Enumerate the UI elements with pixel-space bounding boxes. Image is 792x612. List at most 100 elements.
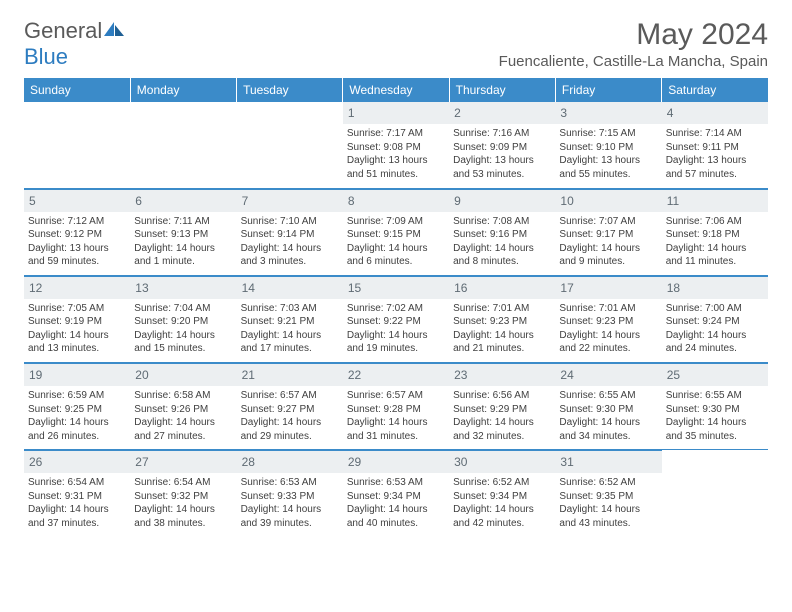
daylight-text: Daylight: 14 hours bbox=[28, 416, 126, 430]
sunrise-text: Sunrise: 7:01 AM bbox=[559, 302, 657, 316]
day-cell: 11Sunrise: 7:06 AMSunset: 9:18 PMDayligh… bbox=[662, 188, 768, 275]
daylight-text: Daylight: 14 hours bbox=[559, 329, 657, 343]
daylight-text: and 38 minutes. bbox=[134, 517, 232, 531]
day-cell: 28Sunrise: 6:53 AMSunset: 9:33 PMDayligh… bbox=[237, 450, 343, 537]
sunrise-text: Sunrise: 6:57 AM bbox=[241, 389, 339, 403]
dayname-wednesday: Wednesday bbox=[343, 78, 449, 102]
sunrise-text: Sunrise: 7:11 AM bbox=[134, 215, 232, 229]
sunrise-text: Sunrise: 7:06 AM bbox=[666, 215, 764, 229]
day-number: 26 bbox=[24, 450, 130, 473]
day-cell: 7Sunrise: 7:10 AMSunset: 9:14 PMDaylight… bbox=[237, 188, 343, 275]
day-number: 5 bbox=[24, 189, 130, 212]
day-number: 30 bbox=[449, 450, 555, 473]
sunset-text: Sunset: 9:34 PM bbox=[347, 490, 445, 504]
daylight-text: and 24 minutes. bbox=[666, 342, 764, 356]
daylight-text: and 19 minutes. bbox=[347, 342, 445, 356]
sunrise-text: Sunrise: 7:01 AM bbox=[453, 302, 551, 316]
day-number: 22 bbox=[343, 363, 449, 386]
sunrise-text: Sunrise: 7:07 AM bbox=[559, 215, 657, 229]
empty-cell bbox=[237, 102, 343, 188]
sunset-text: Sunset: 9:08 PM bbox=[347, 141, 445, 155]
daylight-text: Daylight: 14 hours bbox=[241, 416, 339, 430]
title-block: May 2024 Fuencaliente, Castille-La Manch… bbox=[499, 18, 768, 70]
sunrise-text: Sunrise: 7:08 AM bbox=[453, 215, 551, 229]
daylight-text: and 3 minutes. bbox=[241, 255, 339, 269]
day-cell: 12Sunrise: 7:05 AMSunset: 9:19 PMDayligh… bbox=[24, 275, 130, 362]
sunrise-text: Sunrise: 6:53 AM bbox=[241, 476, 339, 490]
daylight-text: and 8 minutes. bbox=[453, 255, 551, 269]
sunrise-text: Sunrise: 7:16 AM bbox=[453, 127, 551, 141]
sunrise-text: Sunrise: 6:57 AM bbox=[347, 389, 445, 403]
day-cell: 27Sunrise: 6:54 AMSunset: 9:32 PMDayligh… bbox=[130, 450, 236, 537]
day-cell: 15Sunrise: 7:02 AMSunset: 9:22 PMDayligh… bbox=[343, 275, 449, 362]
daylight-text: Daylight: 14 hours bbox=[347, 503, 445, 517]
day-cell: 18Sunrise: 7:00 AMSunset: 9:24 PMDayligh… bbox=[662, 275, 768, 362]
daylight-text: and 31 minutes. bbox=[347, 430, 445, 444]
day-number: 11 bbox=[662, 189, 768, 212]
location-text: Fuencaliente, Castille-La Mancha, Spain bbox=[499, 53, 768, 70]
daylight-text: Daylight: 13 hours bbox=[666, 154, 764, 168]
dayname-thursday: Thursday bbox=[449, 78, 555, 102]
day-cell: 13Sunrise: 7:04 AMSunset: 9:20 PMDayligh… bbox=[130, 275, 236, 362]
day-cell: 6Sunrise: 7:11 AMSunset: 9:13 PMDaylight… bbox=[130, 188, 236, 275]
sunset-text: Sunset: 9:31 PM bbox=[28, 490, 126, 504]
day-cell: 4Sunrise: 7:14 AMSunset: 9:11 PMDaylight… bbox=[662, 102, 768, 188]
daylight-text: and 11 minutes. bbox=[666, 255, 764, 269]
daylight-text: and 6 minutes. bbox=[347, 255, 445, 269]
daylight-text: and 35 minutes. bbox=[666, 430, 764, 444]
daylight-text: Daylight: 14 hours bbox=[241, 329, 339, 343]
day-number: 27 bbox=[130, 450, 236, 473]
day-cell: 30Sunrise: 6:52 AMSunset: 9:34 PMDayligh… bbox=[449, 450, 555, 537]
day-cell: 20Sunrise: 6:58 AMSunset: 9:26 PMDayligh… bbox=[130, 362, 236, 449]
daylight-text: and 42 minutes. bbox=[453, 517, 551, 531]
daylight-text: Daylight: 14 hours bbox=[241, 242, 339, 256]
daylight-text: and 15 minutes. bbox=[134, 342, 232, 356]
sunset-text: Sunset: 9:21 PM bbox=[241, 315, 339, 329]
sunset-text: Sunset: 9:23 PM bbox=[453, 315, 551, 329]
daylight-text: and 57 minutes. bbox=[666, 168, 764, 182]
day-cell: 8Sunrise: 7:09 AMSunset: 9:15 PMDaylight… bbox=[343, 188, 449, 275]
day-number: 1 bbox=[343, 102, 449, 124]
daylight-text: and 27 minutes. bbox=[134, 430, 232, 444]
day-number: 29 bbox=[343, 450, 449, 473]
sunset-text: Sunset: 9:18 PM bbox=[666, 228, 764, 242]
sail-icon bbox=[102, 18, 126, 36]
sunrise-text: Sunrise: 6:52 AM bbox=[453, 476, 551, 490]
dayname-sunday: Sunday bbox=[24, 78, 130, 102]
daylight-text: Daylight: 14 hours bbox=[453, 503, 551, 517]
day-number: 9 bbox=[449, 189, 555, 212]
day-cell: 31Sunrise: 6:52 AMSunset: 9:35 PMDayligh… bbox=[555, 450, 661, 537]
day-number: 4 bbox=[662, 102, 768, 124]
sunset-text: Sunset: 9:19 PM bbox=[28, 315, 126, 329]
daylight-text: and 21 minutes. bbox=[453, 342, 551, 356]
day-number: 8 bbox=[343, 189, 449, 212]
day-number: 7 bbox=[237, 189, 343, 212]
daylight-text: and 51 minutes. bbox=[347, 168, 445, 182]
daylight-text: and 37 minutes. bbox=[28, 517, 126, 531]
daylight-text: Daylight: 14 hours bbox=[134, 242, 232, 256]
sunrise-text: Sunrise: 7:03 AM bbox=[241, 302, 339, 316]
dayname-tuesday: Tuesday bbox=[237, 78, 343, 102]
day-cell: 23Sunrise: 6:56 AMSunset: 9:29 PMDayligh… bbox=[449, 362, 555, 449]
day-cell: 29 Sunrise: 6:53 AMSunset: 9:34 PMDayligh… bbox=[343, 450, 449, 537]
sunset-text: Sunset: 9:13 PM bbox=[134, 228, 232, 242]
sunrise-text: Sunrise: 7:15 AM bbox=[559, 127, 657, 141]
sunrise-text: Sunrise: 6:53 AM bbox=[347, 476, 445, 490]
logo-text: General Blue bbox=[24, 18, 126, 70]
sunrise-text: Sunrise: 7:12 AM bbox=[28, 215, 126, 229]
daylight-text: Daylight: 14 hours bbox=[347, 242, 445, 256]
daylight-text: and 32 minutes. bbox=[453, 430, 551, 444]
sunrise-text: Sunrise: 7:00 AM bbox=[666, 302, 764, 316]
day-cell: 2Sunrise: 7:16 AMSunset: 9:09 PMDaylight… bbox=[449, 102, 555, 188]
sunset-text: Sunset: 9:24 PM bbox=[666, 315, 764, 329]
day-number: 3 bbox=[555, 102, 661, 124]
empty-cell bbox=[24, 102, 130, 188]
day-cell: 26Sunrise: 6:54 AMSunset: 9:31 PMDayligh… bbox=[24, 450, 130, 537]
day-cell: 24Sunrise: 6:55 AMSunset: 9:30 PMDayligh… bbox=[555, 362, 661, 449]
daylight-text: and 55 minutes. bbox=[559, 168, 657, 182]
daylight-text: and 17 minutes. bbox=[241, 342, 339, 356]
day-cell: 1Sunrise: 7:17 AMSunset: 9:08 PMDaylight… bbox=[343, 102, 449, 188]
sunset-text: Sunset: 9:20 PM bbox=[134, 315, 232, 329]
week-row: 1Sunrise: 7:17 AMSunset: 9:08 PMDaylight… bbox=[24, 102, 768, 188]
daylight-text: and 40 minutes. bbox=[347, 517, 445, 531]
